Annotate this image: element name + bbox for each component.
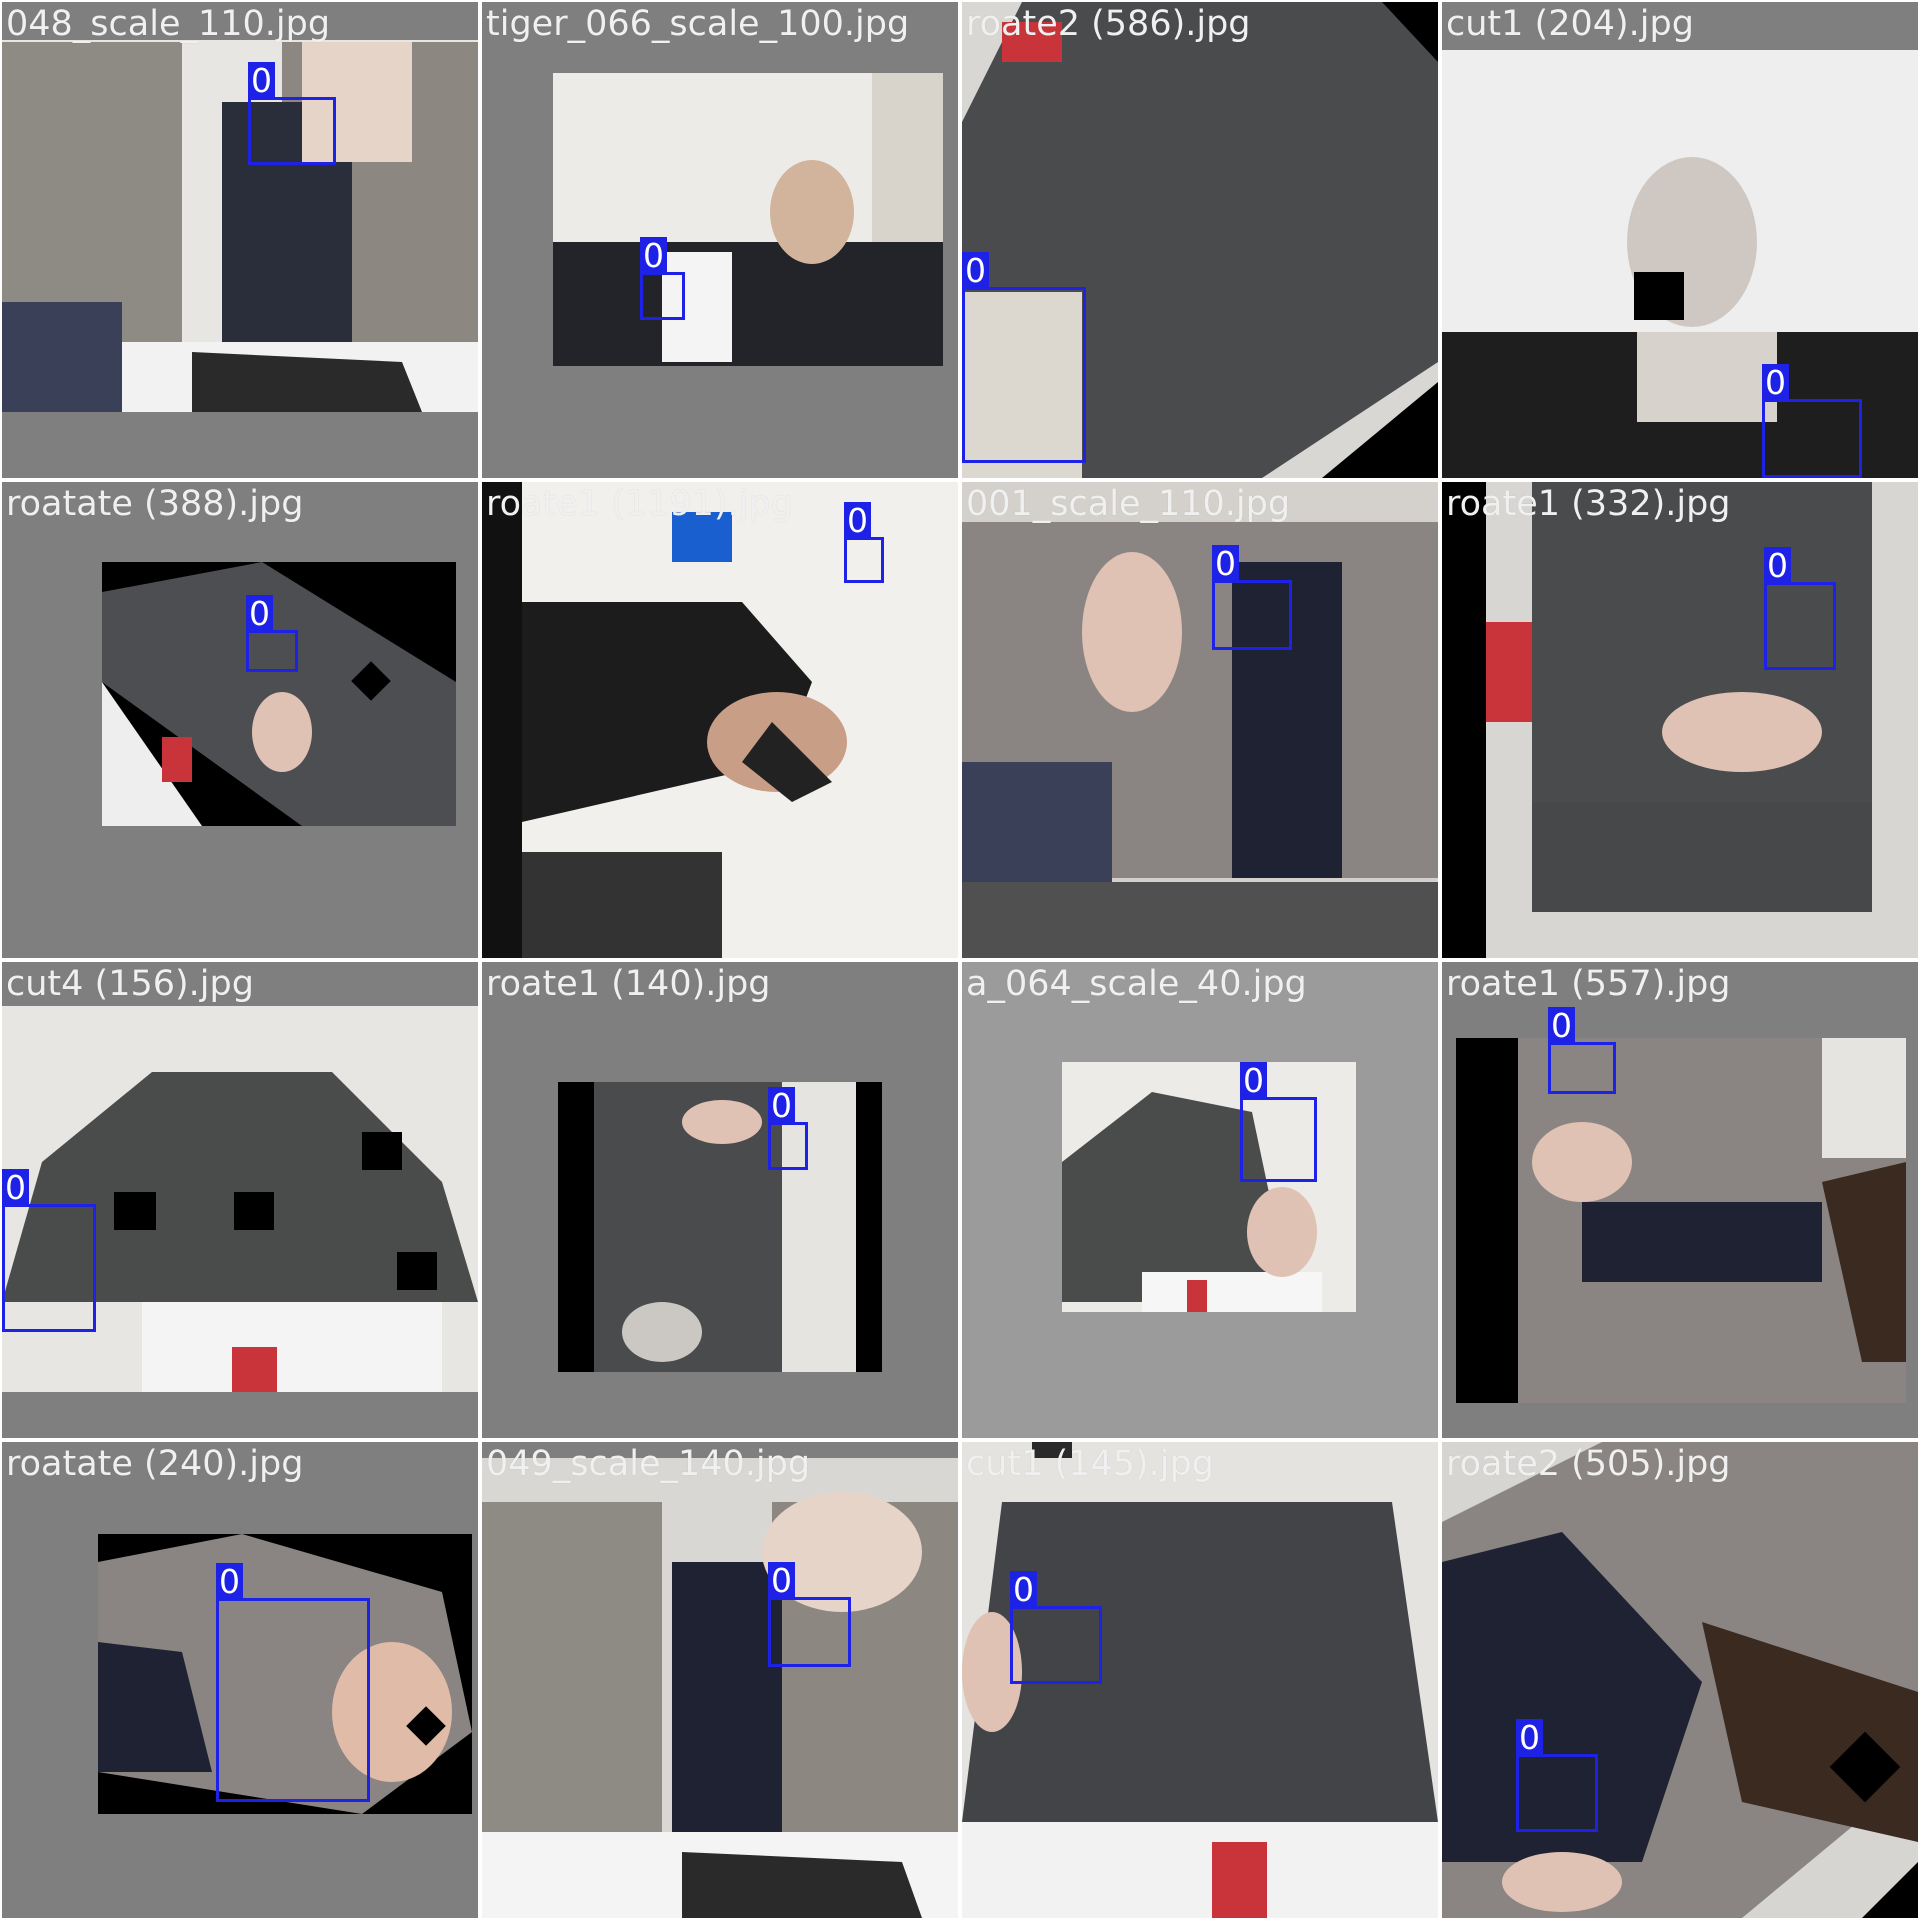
mosaic-tile: roatate (388).jpg 0 bbox=[2, 482, 478, 958]
class-label: 0 bbox=[1764, 547, 1791, 585]
tile-filename: roate1 (1191).jpg bbox=[486, 484, 793, 524]
class-label: 0 bbox=[1240, 1062, 1267, 1100]
detection-box: 0 bbox=[640, 237, 685, 320]
tile-photo bbox=[482, 1458, 958, 1918]
tile-photo bbox=[102, 562, 456, 826]
tile-photo bbox=[2, 40, 478, 478]
class-label: 0 bbox=[640, 237, 667, 275]
class-label: 0 bbox=[1548, 1007, 1575, 1045]
mosaic-tile: roate1 (332).jpg 0 bbox=[1442, 482, 1918, 958]
mosaic-tile: roate2 (505).jpg 0 bbox=[1442, 1442, 1918, 1918]
detection-box: 0 bbox=[1516, 1719, 1598, 1832]
detection-box: 0 bbox=[246, 595, 298, 672]
mosaic-tile: cut1 (204).jpg 0 bbox=[1442, 2, 1918, 478]
tile-photo bbox=[1442, 482, 1918, 958]
tile-filename: roate1 (332).jpg bbox=[1446, 484, 1731, 524]
detection-box: 0 bbox=[216, 1563, 370, 1802]
detection-box: 0 bbox=[1548, 1007, 1616, 1094]
detection-box: 0 bbox=[248, 62, 336, 165]
class-label: 0 bbox=[844, 502, 871, 540]
tile-filename: roatate (388).jpg bbox=[6, 484, 304, 524]
tile-photo bbox=[1062, 1062, 1356, 1312]
detection-box: 0 bbox=[844, 502, 884, 583]
class-label: 0 bbox=[1010, 1571, 1037, 1609]
class-label: 0 bbox=[248, 62, 275, 100]
detection-box: 0 bbox=[1212, 545, 1292, 650]
tile-filename: roatate (240).jpg bbox=[6, 1444, 304, 1484]
tile-filename: cut1 (145).jpg bbox=[966, 1444, 1214, 1484]
mosaic-tile: 048_scale_110.jpg 0 bbox=[2, 2, 478, 478]
tile-filename: roate2 (505).jpg bbox=[1446, 1444, 1731, 1484]
mosaic-tile: cut1 (145).jpg 0 bbox=[962, 1442, 1438, 1918]
tile-photo bbox=[962, 2, 1438, 478]
detection-box: 0 bbox=[1010, 1571, 1102, 1684]
tile-photo bbox=[1442, 50, 1918, 478]
tile-filename: roate2 (586).jpg bbox=[966, 4, 1251, 44]
detection-box: 0 bbox=[2, 1169, 96, 1332]
class-label: 0 bbox=[246, 595, 273, 633]
detection-box: 0 bbox=[1762, 364, 1862, 478]
tile-photo bbox=[1456, 1038, 1906, 1403]
tile-photo bbox=[962, 482, 1438, 958]
mosaic-tile: roate1 (140).jpg 0 bbox=[482, 962, 958, 1438]
tile-filename: tiger_066_scale_100.jpg bbox=[486, 4, 910, 44]
detection-box: 0 bbox=[768, 1562, 851, 1667]
class-label: 0 bbox=[962, 252, 989, 290]
mosaic-tile: 049_scale_140.jpg 0 bbox=[482, 1442, 958, 1918]
tile-filename: cut4 (156).jpg bbox=[6, 964, 254, 1004]
class-label: 0 bbox=[1516, 1719, 1543, 1757]
tile-photo bbox=[98, 1534, 472, 1814]
detection-box: 0 bbox=[962, 252, 1086, 463]
tile-filename: cut1 (204).jpg bbox=[1446, 4, 1694, 44]
tile-photo bbox=[2, 1006, 478, 1438]
tile-photo bbox=[553, 73, 943, 366]
mosaic-tile: a_064_scale_40.jpg 0 bbox=[962, 962, 1438, 1438]
tile-filename: 048_scale_110.jpg bbox=[6, 4, 331, 44]
detection-box: 0 bbox=[1240, 1062, 1317, 1182]
class-label: 0 bbox=[768, 1087, 795, 1125]
detection-box: 0 bbox=[1764, 547, 1836, 670]
tile-photo bbox=[558, 1082, 882, 1372]
class-label: 0 bbox=[768, 1562, 795, 1600]
tile-photo bbox=[962, 1442, 1438, 1918]
mosaic-tile: roate1 (557).jpg 0 bbox=[1442, 962, 1918, 1438]
class-label: 0 bbox=[1762, 364, 1789, 402]
tile-photo bbox=[1442, 1442, 1918, 1918]
tile-filename: a_064_scale_40.jpg bbox=[966, 964, 1307, 1004]
detection-box: 0 bbox=[768, 1087, 808, 1170]
tile-photo bbox=[482, 482, 958, 958]
class-label: 0 bbox=[216, 1563, 243, 1601]
mosaic-tile: roate1 (1191).jpg 0 bbox=[482, 482, 958, 958]
mosaic-tile: roate2 (586).jpg 0 bbox=[962, 2, 1438, 478]
mosaic-tile: roatate (240).jpg 0 bbox=[2, 1442, 478, 1918]
class-label: 0 bbox=[1212, 545, 1239, 583]
mosaic-tile: cut4 (156).jpg 0 bbox=[2, 962, 478, 1438]
mosaic-tile: tiger_066_scale_100.jpg 0 bbox=[482, 2, 958, 478]
tile-filename: roate1 (140).jpg bbox=[486, 964, 771, 1004]
tile-filename: roate1 (557).jpg bbox=[1446, 964, 1731, 1004]
mosaic-tile: 001_scale_110.jpg 0 bbox=[962, 482, 1438, 958]
tile-filename: 049_scale_140.jpg bbox=[486, 1444, 811, 1484]
class-label: 0 bbox=[2, 1169, 29, 1207]
tile-filename: 001_scale_110.jpg bbox=[966, 484, 1291, 524]
